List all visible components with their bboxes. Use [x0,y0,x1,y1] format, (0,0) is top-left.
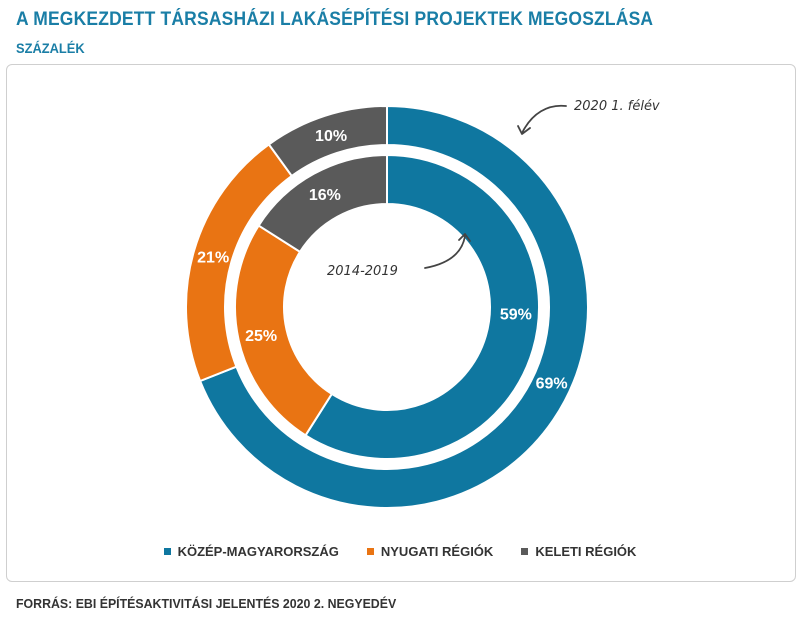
annotation-2020: 2020 1. félév [574,99,660,114]
outer-slice-label-2: 10% [315,128,347,145]
inner-slice-label-0: 59% [500,306,532,323]
legend-label: NYUGATI RÉGIÓK [380,544,494,559]
inner-slice-label-2: 16% [309,187,341,204]
inner-slice-label-1: 25% [245,328,277,345]
outer-slice-2 [267,104,388,178]
annotation-arrowhead-2014 [458,233,471,242]
inner-slice-0 [304,153,540,460]
legend-swatch [521,548,529,555]
outer-slice-label-1: 21% [197,250,229,267]
outer-ring [185,104,589,509]
source-note: FORRÁS: EBI ÉPÍTÉSAKTIVITÁSI JELENTÉS 20… [16,596,397,611]
legend-label: KÖZÉP-MAGYARORSZÁG [177,544,339,559]
legend-item-nyugati: NYUGATI RÉGIÓK [366,544,494,559]
legend-label: KELETI RÉGIÓK [535,544,637,559]
chart-subtitle: SZÁZALÉK [16,40,85,56]
legend-item-keleti: KELETI RÉGIÓK [521,544,636,559]
legend-item-kozep: KÖZÉP-MAGYARORSZÁG [163,544,339,559]
annotation-arrowhead-2020 [517,125,531,135]
legend-swatch [366,548,374,555]
annotation-2014-2019: 2014-2019 [327,264,398,279]
outer-slice-0 [198,104,589,509]
slice-labels: 69% 21% 10% 59% 25% 16% [197,128,567,392]
annotation-arrow-2014 [424,235,466,269]
outer-slice-label-0: 69% [536,375,568,392]
annotation-arrow-2020 [521,104,567,134]
legend-swatch [163,548,171,555]
legend: KÖZÉP-MAGYARORSZÁG NYUGATI RÉGIÓK KELETI… [0,544,800,559]
chart-title: A MEGKEZDETT TÁRSASHÁZI LAKÁSÉPÍTÉSI PRO… [16,9,654,30]
inner-ring [234,153,540,460]
inner-slice-2 [257,153,388,254]
annotations: 2020 1. félév 2014-2019 [327,99,660,279]
